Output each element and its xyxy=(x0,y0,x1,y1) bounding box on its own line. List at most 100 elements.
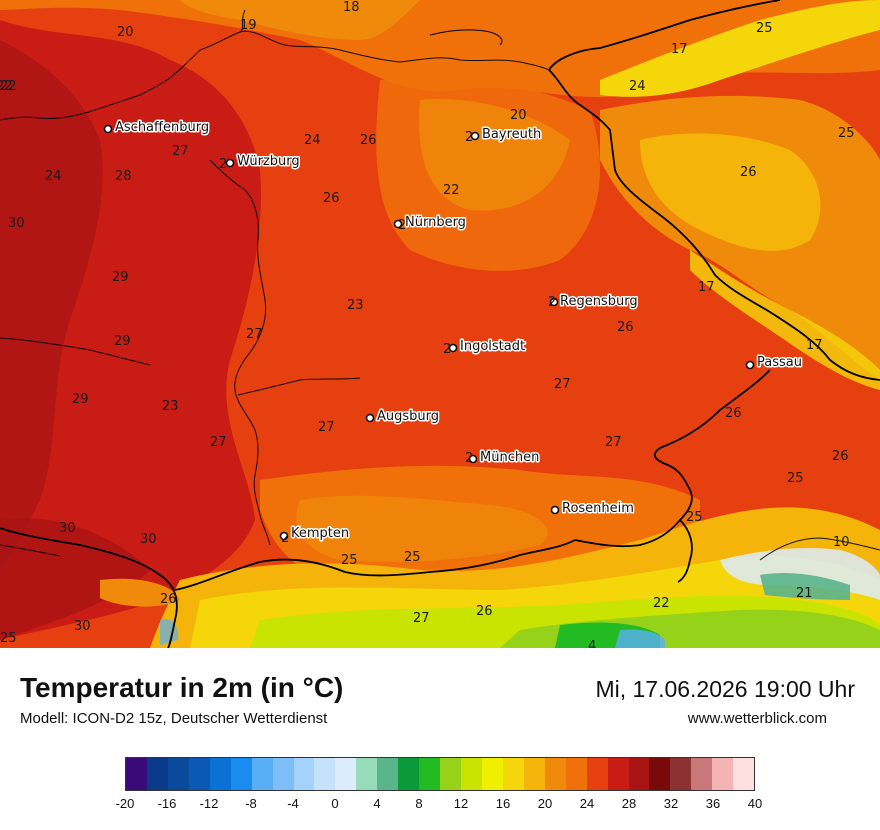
legend-swatch xyxy=(628,758,650,790)
legend-swatch xyxy=(335,758,357,790)
value-label: 25 xyxy=(0,631,17,646)
city-regensburg: 2 Regensburg xyxy=(548,293,639,311)
value-label: 4 xyxy=(588,639,596,648)
value-label: 26 xyxy=(160,592,177,607)
value-label: 25 xyxy=(404,550,421,565)
value-label: 25 xyxy=(686,510,703,525)
city-value: 2 xyxy=(219,157,227,172)
city-kempten: 2 Kempten xyxy=(279,525,351,546)
temperature-values: 18 19 20 17 25 24 25 22 24 26 27 28 20 2… xyxy=(0,0,855,648)
value-label: 29 xyxy=(72,392,89,407)
legend-tick-label: 0 xyxy=(331,796,339,811)
legend-tick-label: 28 xyxy=(621,796,637,811)
city-markers: Aschaffenburg 2 Würzburg 2 Bayreuth 2 Nü… xyxy=(103,119,803,546)
city-value: 2 xyxy=(398,218,406,233)
temperature-map: Aschaffenburg 2 Würzburg 2 Bayreuth 2 Nü… xyxy=(0,0,880,648)
value-label: 26 xyxy=(740,165,757,180)
legend-tick-label: -4 xyxy=(287,796,299,811)
legend-tick-label: 40 xyxy=(747,796,763,811)
legend-swatch xyxy=(314,758,336,790)
value-label: 26 xyxy=(323,191,340,206)
value-label: 28 xyxy=(115,169,132,184)
value-label: 30 xyxy=(140,532,157,547)
legend-tick-label: 12 xyxy=(453,796,469,811)
city-ingolstadt: 2 Ingolstadt xyxy=(443,338,527,358)
value-label: 26 xyxy=(617,320,634,335)
value-label: 19 xyxy=(240,18,257,33)
city-label: Nürnberg xyxy=(405,215,466,230)
legend-swatch xyxy=(356,758,378,790)
city-label: München xyxy=(480,450,539,465)
value-label: 22 xyxy=(0,79,17,94)
value-label: 25 xyxy=(756,21,773,36)
legend-tick-label: 32 xyxy=(663,796,679,811)
legend-swatch xyxy=(712,758,734,790)
value-label: 26 xyxy=(725,406,742,421)
value-label: 27 xyxy=(246,327,263,342)
website-label: www.wetterblick.com xyxy=(687,710,827,727)
city-label: Passau xyxy=(757,355,802,370)
value-label: 17 xyxy=(671,42,688,57)
value-label: 26 xyxy=(832,449,849,464)
legend-swatch xyxy=(188,758,210,790)
forecast-datetime: Mi, 17.06.2026 19:00 Uhr xyxy=(595,676,855,702)
legend-tick-label: 20 xyxy=(537,796,553,811)
legend-tick-label: -20 xyxy=(115,796,135,811)
value-label: 29 xyxy=(114,334,131,349)
legend-swatch xyxy=(251,758,273,790)
legend-swatch xyxy=(502,758,524,790)
value-label: 10 xyxy=(833,535,850,550)
value-label: 27 xyxy=(318,420,335,435)
legend-tick-label: 4 xyxy=(373,796,381,811)
legend-swatch xyxy=(461,758,482,790)
city-label: Regensburg xyxy=(560,294,638,309)
value-label: 27 xyxy=(413,611,430,626)
value-label: 29 xyxy=(112,270,129,285)
city-value: 2 xyxy=(281,531,289,546)
legend-swatch xyxy=(607,758,629,790)
value-label: 17 xyxy=(698,280,715,295)
legend-tick-label: 8 xyxy=(415,796,423,811)
value-label: 20 xyxy=(510,108,527,123)
value-label: 23 xyxy=(162,399,179,414)
city-value: 2 xyxy=(443,342,451,357)
value-label: 20 xyxy=(117,25,134,40)
legend-swatch xyxy=(230,758,252,790)
legend-swatch xyxy=(167,758,189,790)
legend-swatch xyxy=(272,758,294,790)
legend-swatch xyxy=(398,758,420,790)
value-label: 23 xyxy=(347,298,364,313)
value-label: 27 xyxy=(554,377,571,392)
value-label: 24 xyxy=(45,169,62,184)
city-passau: Passau xyxy=(745,354,803,372)
value-label: 27 xyxy=(605,435,622,450)
value-label: 18 xyxy=(343,0,360,15)
city-label: Augsburg xyxy=(377,409,439,424)
city-muenchen: 2 München xyxy=(465,449,541,467)
city-aschaffenburg: Aschaffenburg xyxy=(103,119,211,137)
legend-swatch xyxy=(293,758,315,790)
city-bayreuth: 2 Bayreuth xyxy=(465,126,543,146)
legend-swatch xyxy=(733,758,755,790)
legend-swatch xyxy=(126,758,147,790)
city-nuernberg: 2 Nürnberg xyxy=(393,214,467,233)
value-label: 22 xyxy=(653,596,670,611)
legend-swatch xyxy=(691,758,713,790)
legend-swatch xyxy=(649,758,671,790)
value-label: 24 xyxy=(629,79,646,94)
city-value: 2 xyxy=(548,295,556,310)
city-augsburg: Augsburg xyxy=(365,408,441,426)
city-label: Ingolstadt xyxy=(460,339,525,354)
legend-swatch xyxy=(209,758,231,790)
legend-tick-label: -16 xyxy=(157,796,177,811)
value-label: 22 xyxy=(0,79,13,94)
map-title: Temperatur in 2m (in °C) xyxy=(20,672,344,703)
legend-swatch xyxy=(146,758,168,790)
legend-tick-label: -8 xyxy=(245,796,257,811)
value-label: 27 xyxy=(210,435,227,450)
legend-swatch xyxy=(586,758,608,790)
value-label: 30 xyxy=(59,521,76,536)
legend-tick-label: 24 xyxy=(579,796,595,811)
value-label: 21 xyxy=(796,586,813,601)
legend-swatch xyxy=(565,758,587,790)
